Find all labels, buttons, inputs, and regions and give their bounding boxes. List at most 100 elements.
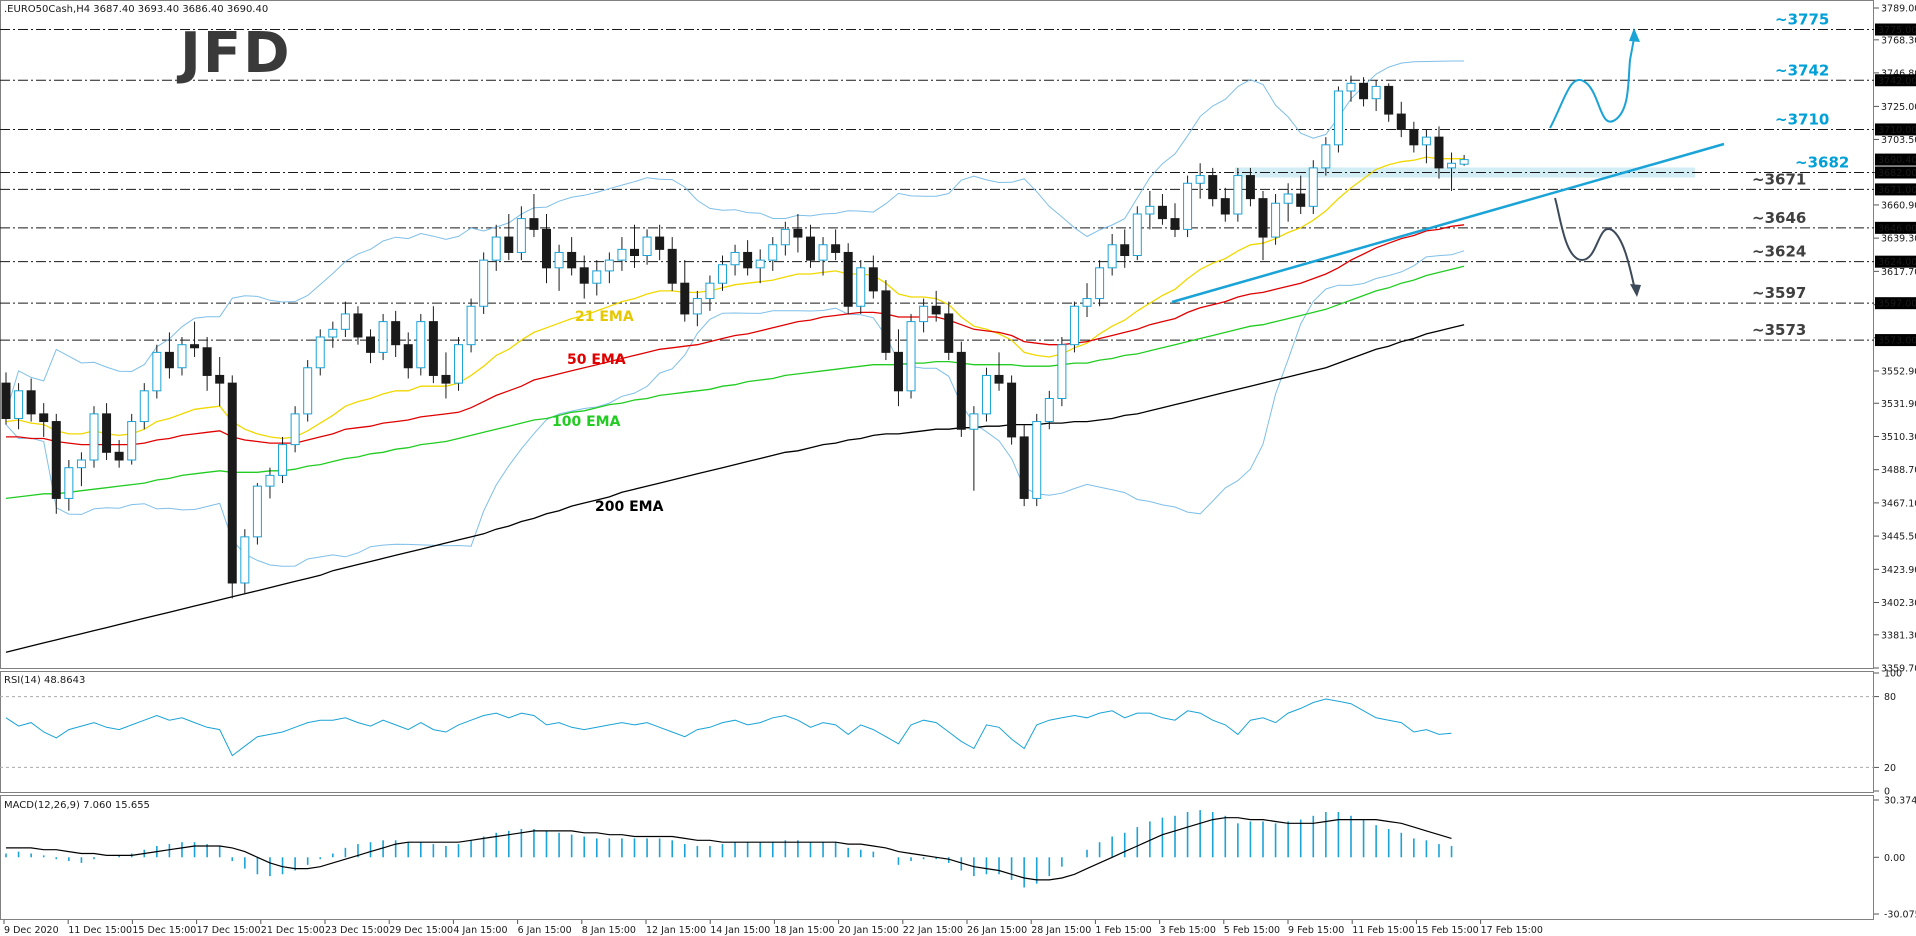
candle-body: [89, 413, 99, 461]
price-tick-label: 3725.00: [1881, 102, 1916, 113]
candle-body: [479, 259, 489, 307]
candle-body: [114, 451, 124, 461]
candle-body: [51, 421, 61, 499]
candle: [969, 406, 979, 491]
ema50-line: [6, 224, 1465, 446]
level-axis-label: 3682.00: [1878, 168, 1916, 179]
candle: [994, 352, 1004, 391]
candle-body: [592, 270, 602, 284]
candle: [152, 344, 162, 399]
candle-body: [843, 251, 853, 307]
candle: [1346, 75, 1356, 102]
candle: [919, 298, 929, 333]
candle-body: [1044, 397, 1054, 423]
candle-body: [428, 321, 438, 376]
candle: [604, 252, 614, 284]
candle-body: [567, 251, 577, 269]
time-tick-label: 18 Jan 15:00: [774, 925, 834, 936]
time-tick-label: 15 Dec 15:00: [132, 925, 196, 936]
price-tick-label: 3703.50: [1881, 135, 1916, 146]
candle: [340, 301, 350, 338]
candle: [76, 452, 86, 487]
level-label: ~3775: [1775, 11, 1829, 29]
candle: [428, 306, 438, 384]
candle: [1308, 160, 1318, 215]
candle: [516, 206, 526, 261]
time-tick-label: 20 Jan 15:00: [839, 925, 899, 936]
price-tick-label: 3660.90: [1881, 200, 1916, 211]
bb-upper: [5, 60, 1465, 413]
time-tick-label: 9 Dec 2020: [4, 925, 59, 936]
price-tick-label: 3510.30: [1881, 432, 1916, 443]
candle-body: [1057, 344, 1067, 399]
candle-body: [340, 313, 350, 330]
current-price-label: 3690.40: [1878, 155, 1916, 166]
level-axis-box: [1875, 166, 1916, 179]
level-axis-label: 3624.00: [1878, 257, 1916, 268]
level-axis-box: [1875, 334, 1916, 347]
price-panel: [0, 0, 1874, 669]
candle: [1396, 101, 1406, 138]
candle: [831, 229, 841, 261]
candle: [403, 332, 413, 379]
candle: [692, 290, 702, 327]
candle-body: [1, 382, 11, 419]
candle: [164, 332, 174, 379]
candle: [1183, 175, 1193, 238]
time-tick-label: 23 Dec 15:00: [325, 925, 389, 936]
candle-body: [780, 228, 790, 246]
candle-body: [1283, 193, 1293, 204]
candle: [26, 378, 36, 422]
candle-body: [39, 413, 49, 423]
candle: [1220, 187, 1230, 222]
candle: [64, 459, 74, 511]
level-label: ~3624: [1752, 243, 1806, 261]
jfd-logo: JFD: [176, 21, 292, 86]
candle: [1384, 83, 1394, 122]
candle: [454, 337, 464, 391]
candle: [1359, 77, 1369, 107]
time-tick-label: 22 Jan 15:00: [903, 925, 963, 936]
candle: [102, 403, 112, 460]
current-price-box: [1875, 153, 1916, 166]
candle-body: [981, 374, 991, 415]
candle-body: [793, 228, 803, 238]
candle: [378, 313, 388, 361]
candle-body: [1157, 205, 1167, 220]
price-tick-label: 3445.50: [1881, 532, 1916, 543]
candle: [290, 406, 300, 453]
candle: [391, 310, 401, 357]
level-label: ~3742: [1775, 61, 1829, 79]
candle-body: [1296, 193, 1306, 207]
candle: [542, 214, 552, 284]
price-tick-label: 3552.90: [1881, 366, 1916, 377]
candle-body: [177, 344, 187, 369]
candle: [127, 413, 137, 465]
level-label: ~3710: [1775, 110, 1829, 128]
level-label: ~3646: [1752, 209, 1806, 227]
candle-body: [831, 244, 841, 253]
candle-body: [542, 228, 552, 269]
candle-body: [1447, 162, 1457, 169]
candle-body: [642, 236, 652, 257]
candle: [1032, 413, 1042, 507]
ema200-line: [5, 324, 1465, 653]
candle: [1069, 301, 1079, 353]
candle: [265, 467, 275, 499]
time-tick-label: 14 Jan 15:00: [710, 925, 770, 936]
candle: [1233, 167, 1243, 222]
candle: [14, 383, 24, 430]
candle: [114, 440, 124, 468]
symbol-header: .EURO50Cash,H4 3687.40 3693.40 3686.40 3…: [4, 4, 268, 15]
candle-body: [893, 351, 903, 392]
candle: [617, 237, 627, 271]
candle: [39, 403, 49, 437]
candle: [315, 329, 325, 376]
candle-body: [630, 248, 639, 257]
candle-body: [1333, 90, 1343, 146]
candle: [190, 321, 200, 357]
time-axis: 9 Dec 2020 11 Dec 15:00 15 Dec 15:00 17 Dec…: [3, 920, 1543, 936]
level-axis-box: [1875, 74, 1916, 87]
candle: [1333, 86, 1343, 153]
